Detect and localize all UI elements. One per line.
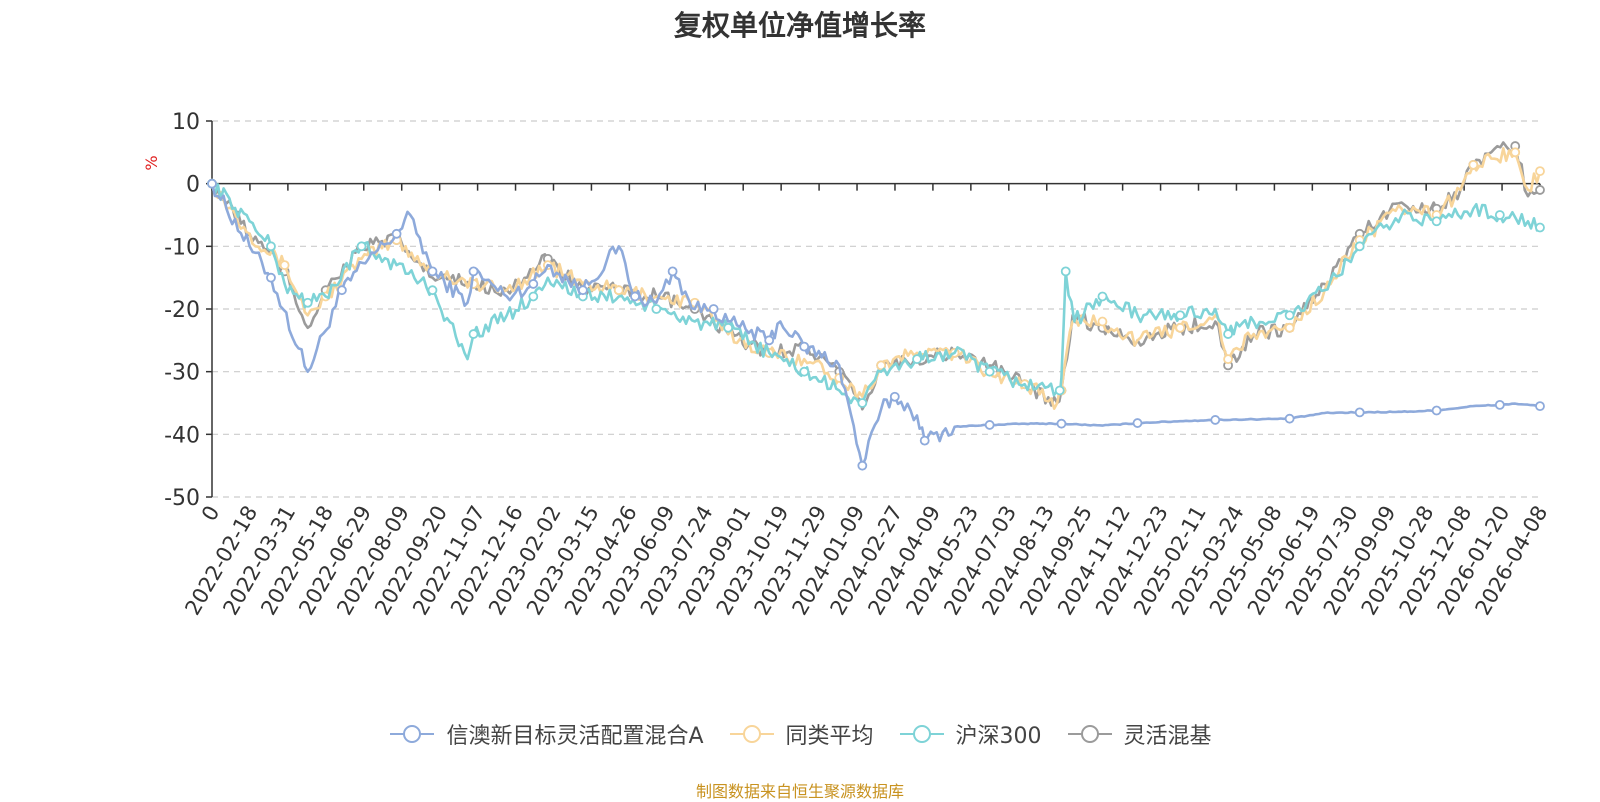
y-tick-label: -50 xyxy=(164,486,200,511)
series-point xyxy=(207,178,217,189)
legend: 信澳新目标灵活配置混合A 同类平均 沪深300 灵活混基 xyxy=(0,718,1600,750)
series-point xyxy=(1284,413,1295,424)
series-point xyxy=(528,291,539,302)
series-point xyxy=(1223,329,1233,339)
series-point xyxy=(279,260,290,271)
series-line xyxy=(210,183,1541,467)
tick-labels: 100-10-20-30-40-50%02022-02-182022-03-31… xyxy=(142,110,1552,619)
series-lines xyxy=(207,141,1545,471)
series-point xyxy=(799,366,810,377)
series-point xyxy=(1175,322,1186,333)
legend-item-csi300[interactable]: 沪深300 xyxy=(898,718,1042,750)
series-point xyxy=(1284,310,1295,321)
series-point xyxy=(857,460,868,471)
series-point xyxy=(577,285,588,296)
legend-label: 同类平均 xyxy=(785,724,874,749)
series-point xyxy=(1510,147,1521,158)
series-point xyxy=(919,435,930,446)
legend-label: 信澳新目标灵活配置混合A xyxy=(446,724,704,749)
series-point xyxy=(799,341,810,352)
source-note: 制图数据来自恒生聚源数据库 xyxy=(695,782,904,801)
series-point xyxy=(528,279,539,289)
series-point xyxy=(356,241,367,252)
legend-label: 灵活混基 xyxy=(1123,724,1212,749)
series-point xyxy=(889,391,900,402)
series-point xyxy=(1097,291,1108,302)
series-point xyxy=(1535,166,1545,177)
series-point xyxy=(1354,241,1365,252)
series-point xyxy=(708,304,719,314)
series-point xyxy=(427,285,438,296)
series-point xyxy=(1431,405,1442,416)
series-point xyxy=(764,335,775,346)
series-point xyxy=(984,420,995,430)
legend-label: 沪深300 xyxy=(955,724,1042,749)
legend-marker-icon xyxy=(899,725,944,743)
legend-item-fund[interactable]: 信澳新目标灵活配置混合A xyxy=(388,718,704,750)
series-point xyxy=(1054,385,1065,396)
series-point xyxy=(1535,185,1545,195)
series-line xyxy=(210,147,1542,410)
legend-marker-icon xyxy=(390,725,435,743)
grid-lines xyxy=(212,120,1540,498)
y-tick-label: -20 xyxy=(164,298,200,323)
series-point xyxy=(1175,310,1186,321)
series-point xyxy=(266,241,276,252)
series-point xyxy=(266,272,276,283)
series-point xyxy=(391,228,402,239)
series-point xyxy=(613,285,624,296)
y-tick-label: -30 xyxy=(164,361,200,386)
series-point xyxy=(984,366,995,377)
series-point xyxy=(857,398,868,408)
legend-marker-icon xyxy=(1067,725,1112,743)
series-point xyxy=(912,354,922,365)
y-tick-label: -40 xyxy=(164,423,200,448)
series-point xyxy=(1354,407,1365,418)
series-point xyxy=(630,291,640,302)
series-point xyxy=(667,266,678,277)
y-tick-label: -10 xyxy=(164,235,200,260)
chart-title: 复权单位净值增长率 xyxy=(673,9,926,42)
series-point xyxy=(1060,266,1071,277)
y-tick-label: 10 xyxy=(172,110,200,135)
series-point xyxy=(876,360,887,371)
series-point xyxy=(723,322,734,333)
series-point xyxy=(1494,399,1505,410)
series-point xyxy=(1056,418,1067,429)
series-point xyxy=(1431,216,1442,227)
x-tick-label: 0 xyxy=(197,502,224,526)
series-point xyxy=(651,304,662,314)
series-point xyxy=(468,329,479,339)
series-point xyxy=(1468,159,1479,170)
series-point xyxy=(1284,322,1295,333)
legend-item-flexible-mix[interactable]: 灵活混基 xyxy=(1066,718,1212,750)
series-point xyxy=(1210,415,1221,425)
y-axis-label: % xyxy=(142,155,161,170)
series-point xyxy=(427,266,438,277)
y-tick-label: 0 xyxy=(186,173,200,198)
series-point xyxy=(302,297,313,308)
axes xyxy=(206,120,1541,498)
series-point xyxy=(1097,316,1108,327)
series-point xyxy=(1223,354,1233,365)
legend-marker-icon xyxy=(729,725,774,743)
series-point xyxy=(1494,210,1505,220)
series-point xyxy=(1132,418,1143,428)
legend-item-peer-average[interactable]: 同类平均 xyxy=(728,718,874,750)
series-point xyxy=(468,266,479,277)
series-point xyxy=(1535,222,1545,233)
series-point xyxy=(1535,401,1545,412)
series-point xyxy=(336,285,347,296)
